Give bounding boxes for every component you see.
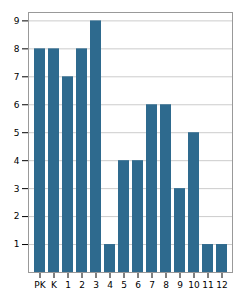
svg-text:6: 6	[135, 280, 141, 290]
svg-text:8: 8	[14, 44, 20, 54]
svg-text:9: 9	[14, 16, 20, 26]
svg-text:K: K	[51, 280, 58, 290]
svg-text:PK: PK	[34, 280, 46, 290]
svg-text:6: 6	[14, 100, 20, 110]
svg-text:3: 3	[14, 184, 20, 194]
svg-text:4: 4	[14, 156, 20, 166]
svg-text:2: 2	[79, 280, 85, 290]
svg-text:1: 1	[65, 280, 71, 290]
svg-text:9: 9	[177, 280, 183, 290]
svg-text:5: 5	[121, 280, 127, 290]
svg-text:7: 7	[14, 72, 20, 82]
svg-text:5: 5	[14, 128, 20, 138]
svg-text:10: 10	[188, 280, 200, 290]
svg-text:8: 8	[163, 280, 169, 290]
svg-text:7: 7	[149, 280, 155, 290]
svg-text:12: 12	[216, 280, 227, 290]
svg-text:2: 2	[14, 211, 20, 221]
svg-text:11: 11	[202, 280, 213, 290]
svg-text:4: 4	[107, 280, 113, 290]
svg-text:3: 3	[93, 280, 99, 290]
svg-text:1: 1	[14, 239, 20, 249]
